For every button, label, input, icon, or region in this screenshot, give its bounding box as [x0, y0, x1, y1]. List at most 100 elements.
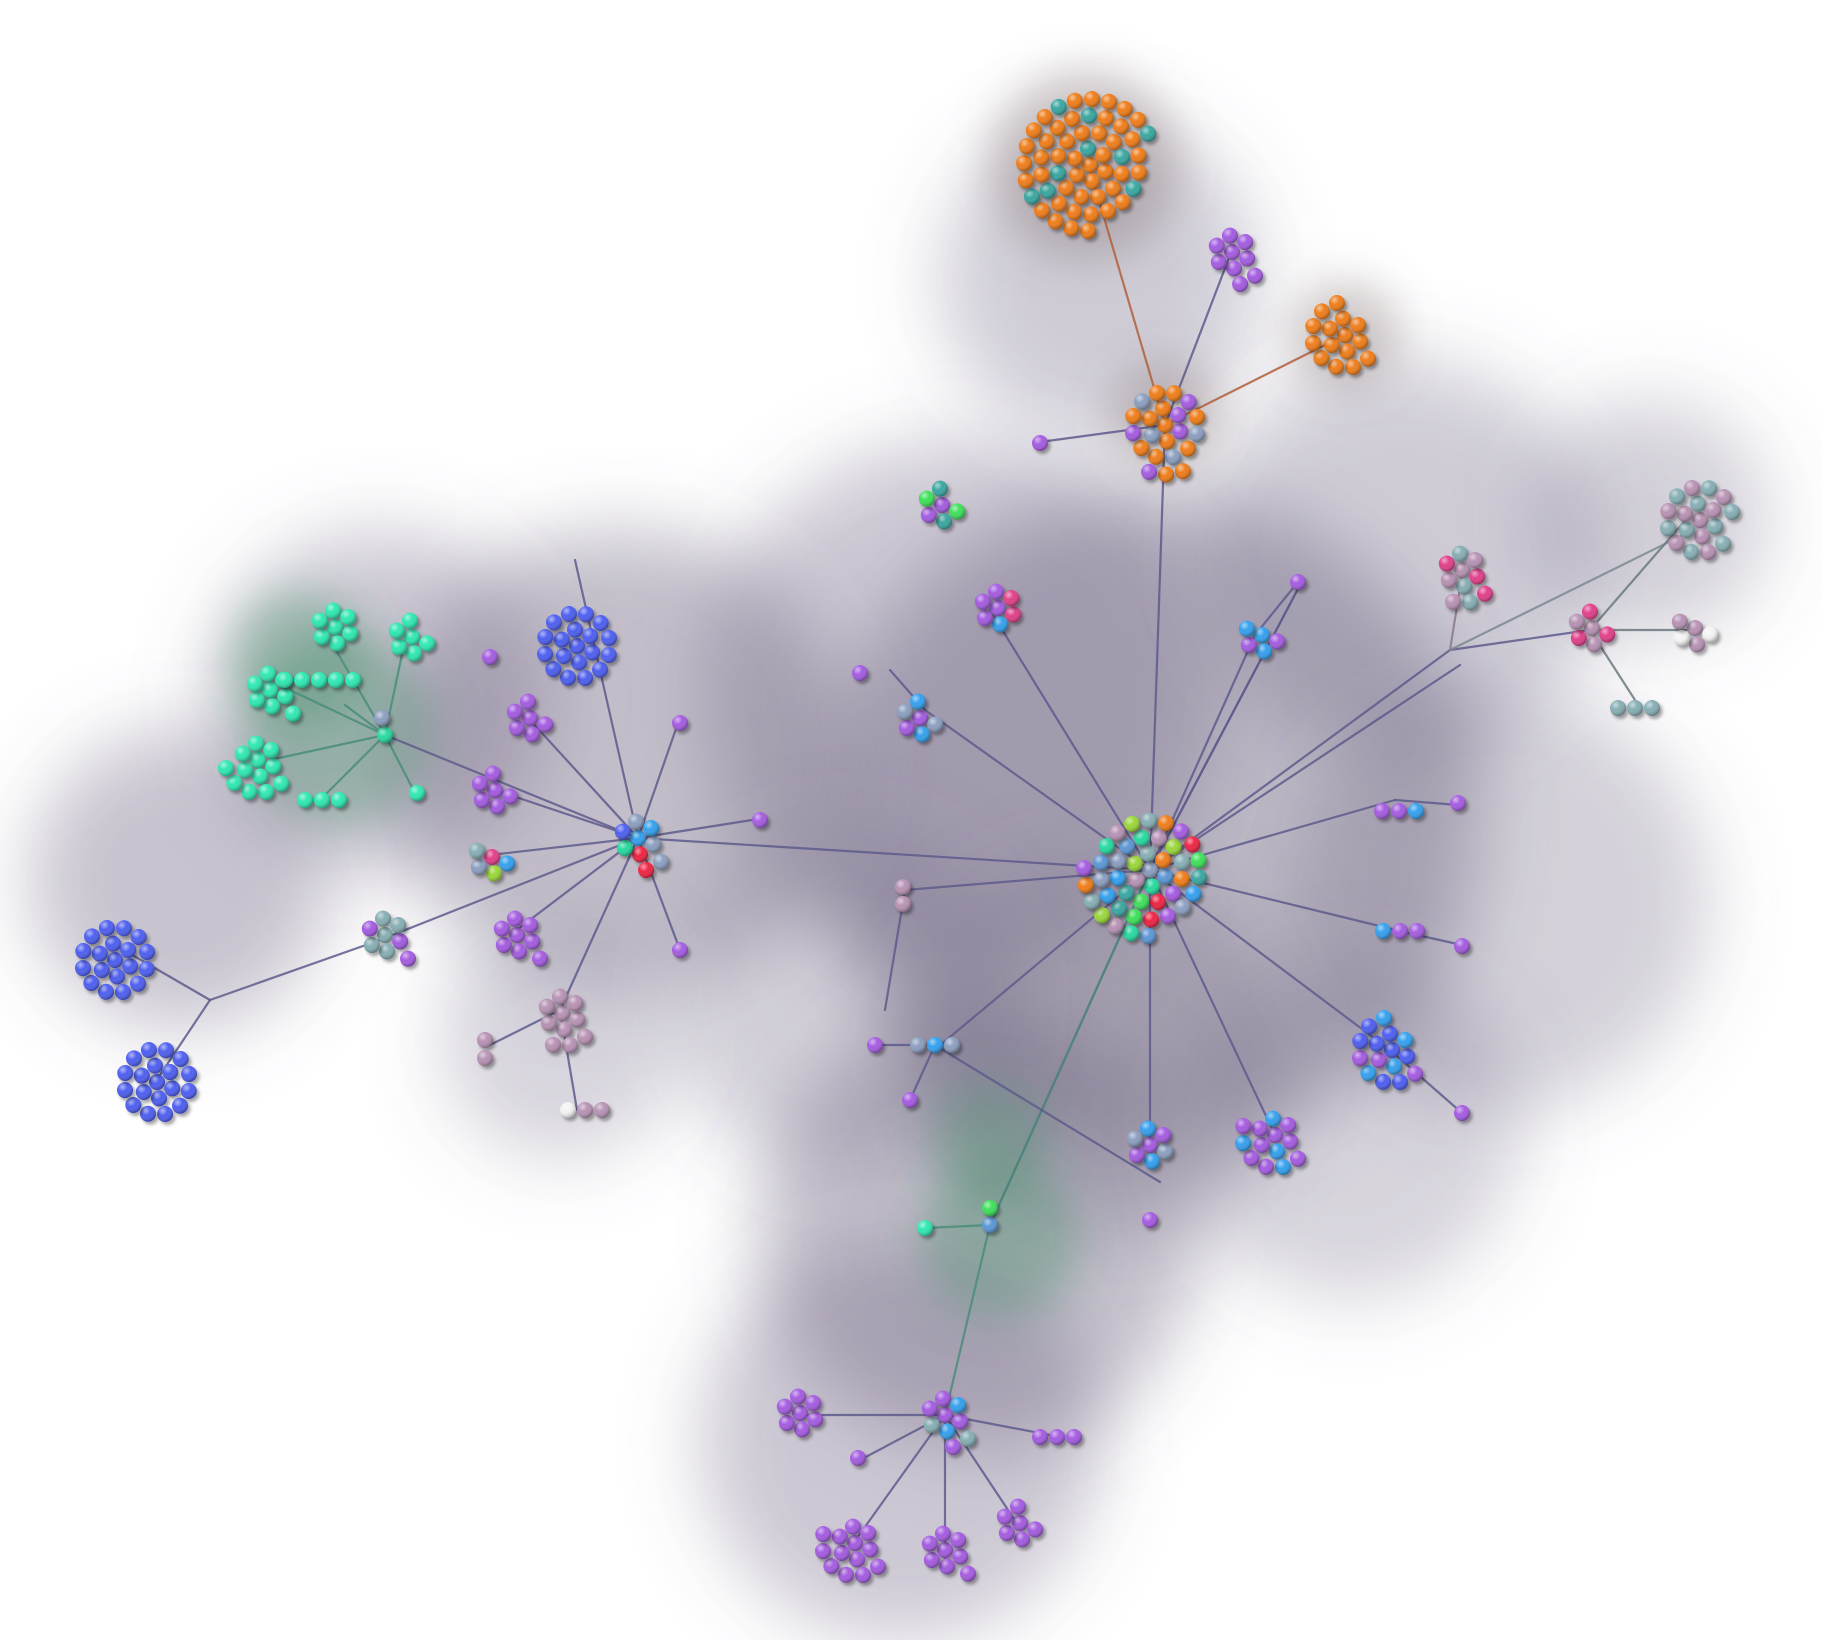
graph-node-232[interactable] — [1352, 1050, 1371, 1070]
graph-node-431[interactable] — [258, 783, 277, 803]
graph-node-11[interactable] — [1110, 870, 1129, 890]
graph-node-424[interactable] — [265, 758, 284, 778]
graph-node-306[interactable] — [1012, 1515, 1031, 1534]
graph-node-2[interactable] — [1144, 878, 1163, 898]
graph-node-106[interactable] — [1345, 358, 1364, 378]
graph-node-74[interactable] — [1097, 110, 1117, 130]
graph-node-297[interactable] — [815, 1525, 834, 1545]
graph-node-91[interactable] — [1050, 98, 1070, 118]
graph-node-284[interactable] — [850, 1450, 869, 1469]
graph-node-345[interactable] — [752, 812, 771, 831]
graph-node-441[interactable] — [109, 968, 128, 988]
graph-node-296[interactable] — [815, 1543, 834, 1563]
graph-node-287[interactable] — [849, 1551, 868, 1571]
graph-node-338[interactable] — [560, 606, 580, 626]
graph-node-402[interactable] — [324, 602, 344, 622]
graph-node-142[interactable] — [1246, 267, 1266, 287]
graph-node-151[interactable] — [1003, 590, 1022, 610]
graph-node-118[interactable] — [1154, 400, 1174, 420]
graph-node-141[interactable] — [1237, 234, 1256, 254]
graph-node-170[interactable] — [1290, 574, 1309, 593]
graph-node-410[interactable] — [262, 682, 281, 701]
graph-node-384[interactable] — [560, 1102, 579, 1121]
graph-node-392[interactable] — [374, 910, 394, 930]
graph-node-459[interactable] — [164, 1080, 183, 1100]
graph-node-435[interactable] — [297, 792, 316, 811]
graph-node-21[interactable] — [1126, 908, 1145, 928]
graph-node-44[interactable] — [1082, 157, 1101, 176]
graph-node-108[interactable] — [1313, 349, 1332, 369]
graph-node-153[interactable] — [949, 503, 968, 523]
graph-node-73[interactable] — [1080, 107, 1100, 127]
graph-node-72[interactable] — [1064, 110, 1083, 130]
graph-node-236[interactable] — [1454, 1105, 1473, 1124]
graph-node-400[interactable] — [313, 628, 333, 648]
graph-node-462[interactable] — [133, 1067, 153, 1087]
graph-node-298[interactable] — [937, 1542, 956, 1561]
graph-node-35[interactable] — [1185, 885, 1204, 905]
graph-node-183[interactable] — [1660, 502, 1679, 522]
graph-node-231[interactable] — [1360, 1064, 1379, 1084]
graph-node-464[interactable] — [162, 1064, 181, 1084]
graph-node-293[interactable] — [855, 1566, 874, 1586]
graph-node-369[interactable] — [506, 910, 526, 930]
graph-node-46[interactable] — [1084, 173, 1103, 193]
graph-node-39[interactable] — [1107, 918, 1126, 938]
graph-node-9[interactable] — [1132, 893, 1152, 913]
graph-node-238[interactable] — [1282, 1133, 1301, 1153]
graph-node-316[interactable] — [645, 836, 664, 856]
graph-node-27[interactable] — [1109, 824, 1128, 844]
graph-node-282[interactable] — [789, 1388, 809, 1408]
graph-node-336[interactable] — [537, 628, 556, 648]
graph-node-256[interactable] — [1155, 1127, 1174, 1147]
graph-node-189[interactable] — [1454, 562, 1473, 581]
graph-node-210[interactable] — [1610, 700, 1629, 719]
graph-node-404[interactable] — [404, 629, 423, 648]
graph-node-365[interactable] — [524, 933, 543, 953]
graph-node-119[interactable] — [1170, 407, 1189, 427]
graph-node-465[interactable] — [171, 1097, 191, 1117]
graph-node-124[interactable] — [1125, 425, 1144, 445]
graph-node-267[interactable] — [917, 1220, 936, 1239]
graph-node-290[interactable] — [844, 1518, 864, 1538]
graph-node-324[interactable] — [569, 638, 588, 657]
graph-node-198[interactable] — [1444, 593, 1464, 613]
graph-node-278[interactable] — [807, 1411, 826, 1431]
graph-node-200[interactable] — [1599, 626, 1618, 646]
graph-node-390[interactable] — [363, 936, 383, 956]
graph-node-203[interactable] — [1568, 613, 1588, 633]
graph-node-291[interactable] — [860, 1525, 879, 1545]
graph-node-394[interactable] — [399, 950, 419, 970]
graph-node-61[interactable] — [1113, 148, 1133, 168]
graph-node-202[interactable] — [1570, 629, 1590, 649]
graph-node-285[interactable] — [847, 1535, 866, 1554]
graph-node-152[interactable] — [934, 497, 953, 516]
graph-node-135[interactable] — [1224, 244, 1243, 263]
graph-node-467[interactable] — [139, 1105, 159, 1125]
graph-node-99[interactable] — [1352, 333, 1371, 353]
graph-node-69[interactable] — [1033, 149, 1052, 169]
graph-node-78[interactable] — [1130, 164, 1150, 184]
graph-node-425[interactable] — [252, 768, 271, 788]
graph-node-23[interactable] — [1099, 887, 1119, 907]
graph-node-423[interactable] — [250, 752, 269, 771]
graph-node-469[interactable] — [117, 1082, 136, 1102]
graph-node-457[interactable] — [138, 961, 158, 981]
graph-node-286[interactable] — [862, 1541, 881, 1561]
graph-node-221[interactable] — [1384, 1042, 1403, 1061]
graph-node-458[interactable] — [149, 1074, 168, 1093]
graph-node-274[interactable] — [950, 1397, 969, 1417]
graph-node-187[interactable] — [1715, 489, 1735, 509]
graph-node-226[interactable] — [1381, 1025, 1401, 1045]
graph-node-104[interactable] — [1350, 317, 1369, 337]
graph-node-352[interactable] — [519, 693, 539, 713]
graph-node-327[interactable] — [555, 647, 575, 667]
graph-node-220[interactable] — [1454, 938, 1473, 957]
graph-node-437[interactable] — [331, 792, 350, 811]
graph-node-414[interactable] — [246, 675, 266, 695]
graph-node-147[interactable] — [992, 616, 1011, 636]
graph-node-346[interactable] — [672, 942, 691, 961]
graph-node-55[interactable] — [1050, 165, 1069, 185]
graph-node-205[interactable] — [1687, 620, 1706, 639]
graph-node-448[interactable] — [97, 983, 117, 1003]
